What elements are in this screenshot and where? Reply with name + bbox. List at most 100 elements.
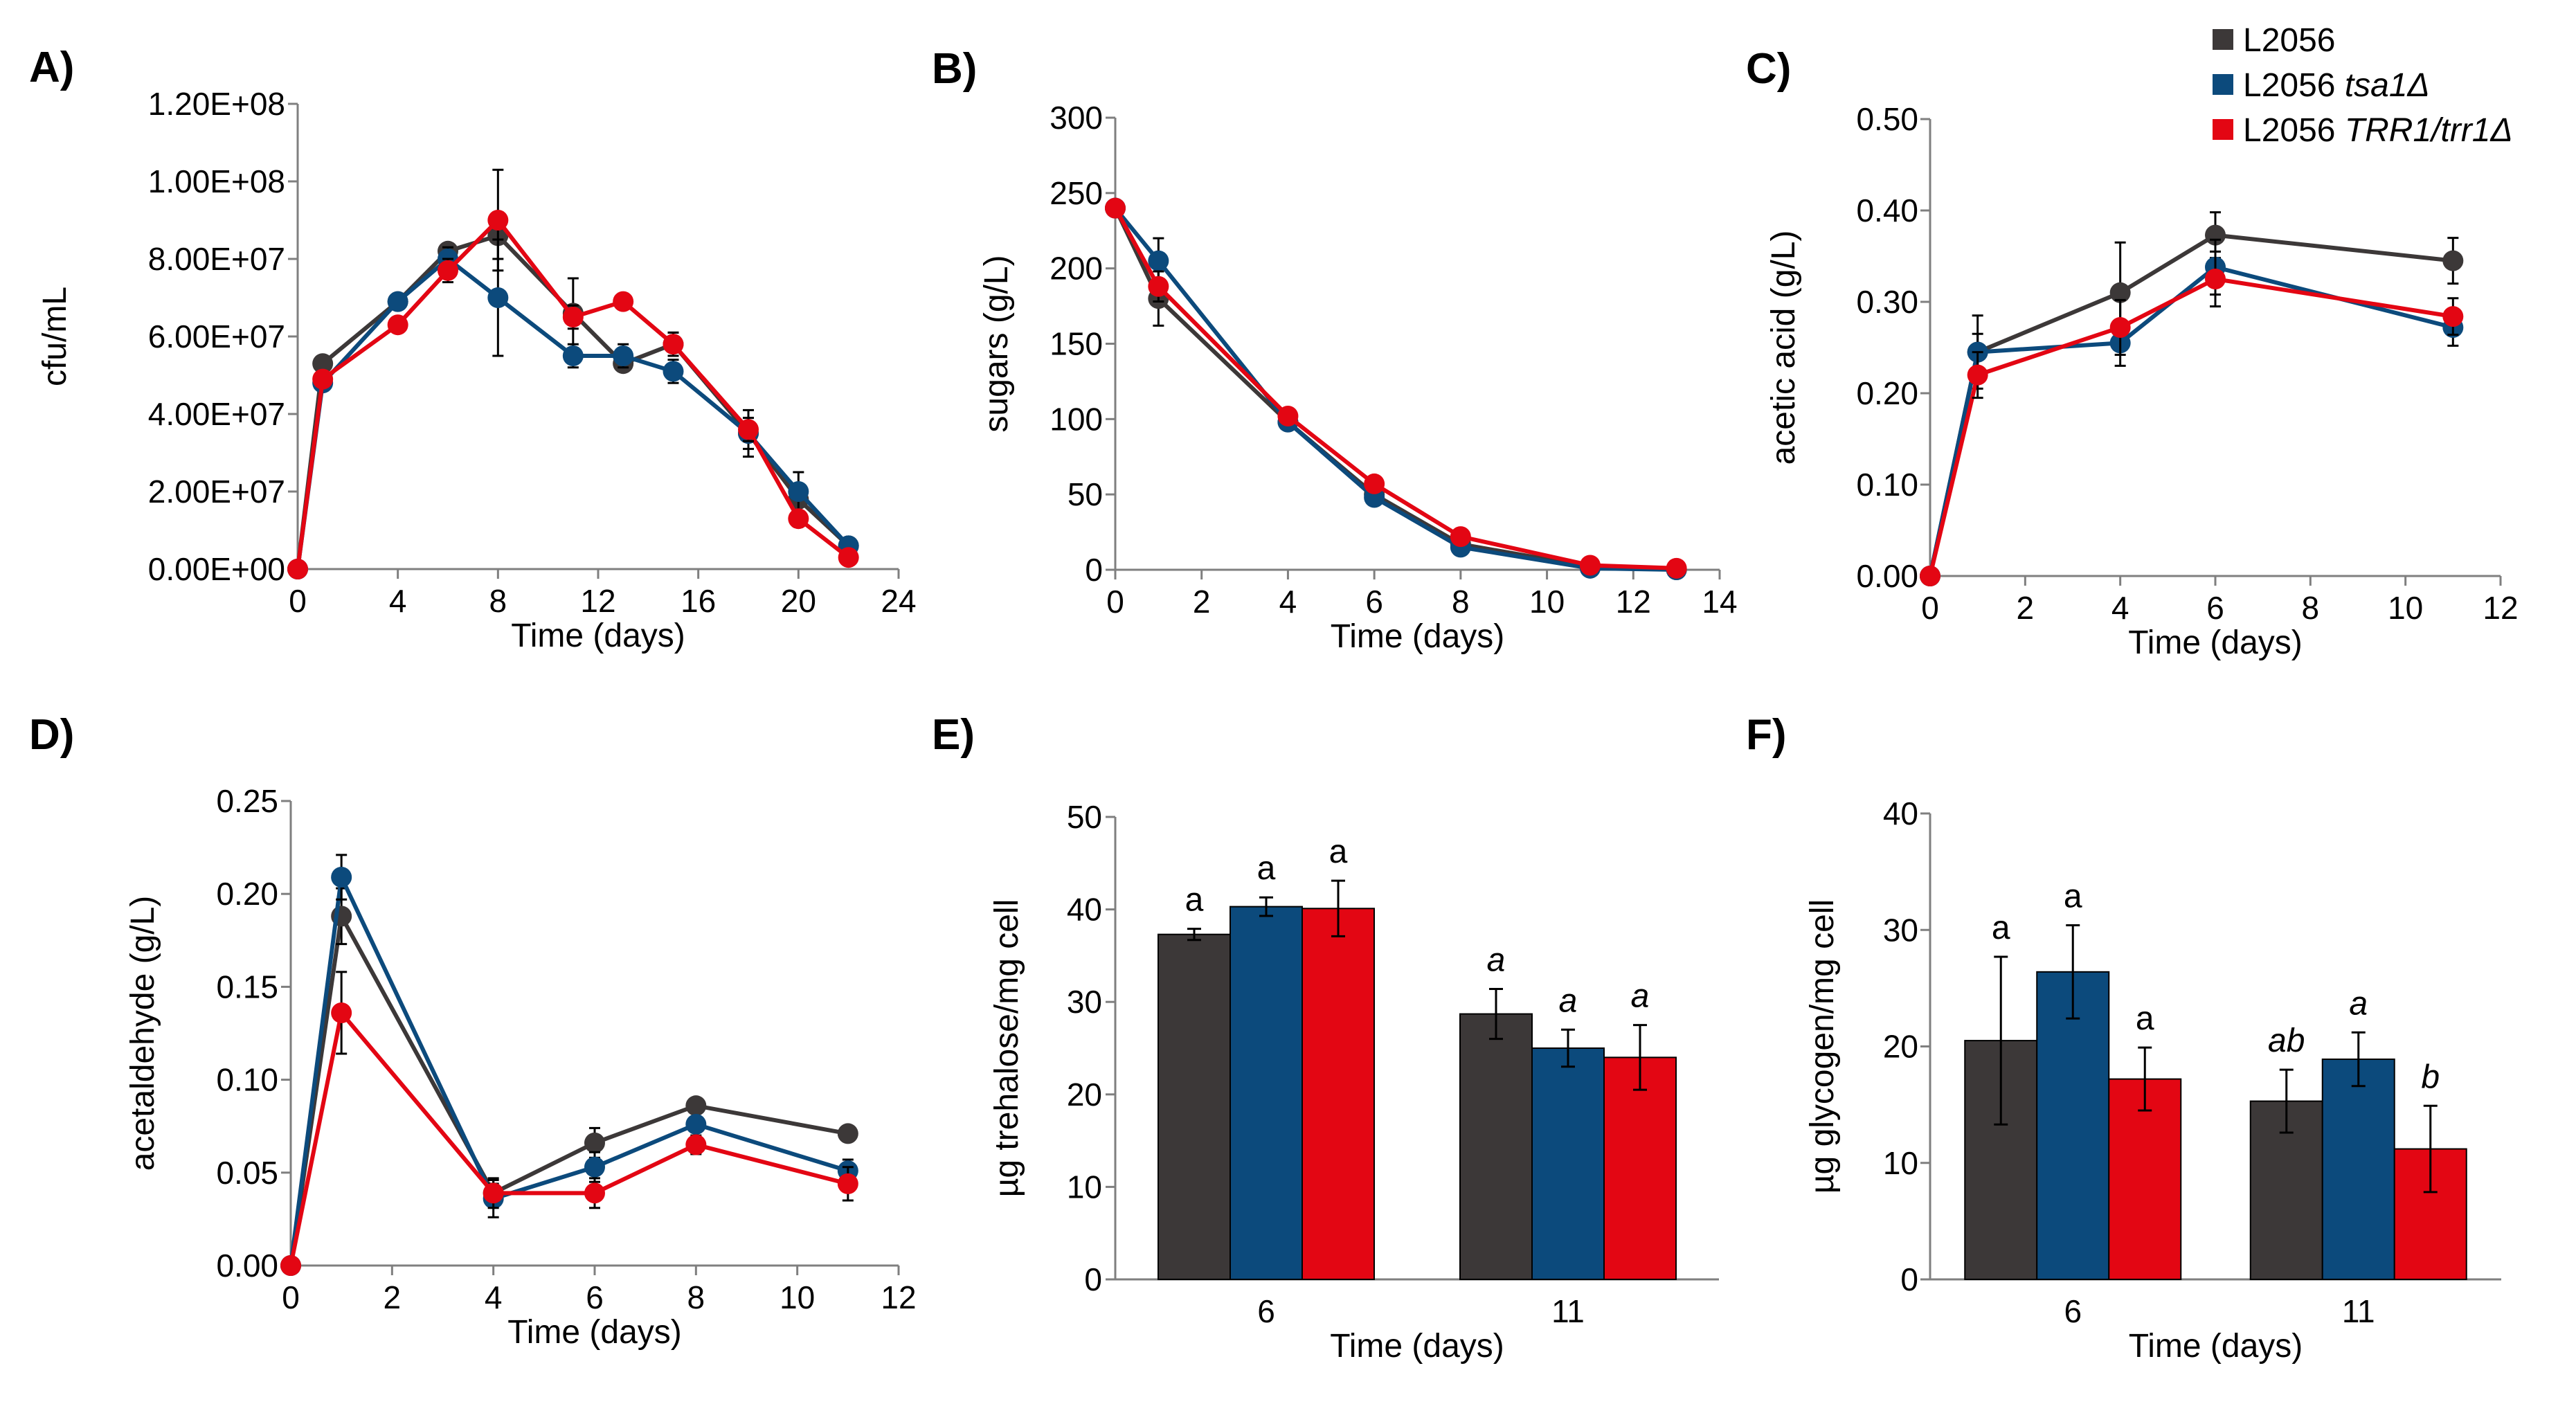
y-tick-label: 0.10 (1856, 467, 1918, 503)
y-tick-label: 0.00 (216, 1248, 278, 1284)
significance-label: b (2421, 1059, 2440, 1095)
data-point (584, 1156, 605, 1178)
data-point (331, 1002, 352, 1023)
bar (1230, 906, 1303, 1281)
y-tick-label: 250 (1050, 175, 1103, 211)
y-axis-title: cfu/mL (37, 287, 73, 386)
significance-label: a (2136, 1000, 2154, 1037)
legend-item-l2056: L2056 (2213, 22, 2335, 59)
data-point (1148, 250, 1169, 271)
data-point (483, 1182, 504, 1204)
data-point (562, 307, 584, 327)
x-tick-label: 6 (1257, 1293, 1275, 1329)
series-3: ab (2108, 1000, 2467, 1281)
legend-swatch-trr1 (2213, 119, 2233, 140)
data-point (2205, 269, 2226, 289)
series-3 (287, 168, 859, 579)
data-point (562, 345, 584, 366)
y-tick-label: 0.15 (216, 969, 278, 1005)
x-tick-label: 0 (282, 1279, 300, 1315)
y-tick-label: 100 (1050, 401, 1103, 437)
significance-label: a (2349, 985, 2368, 1022)
y-tick-label: 0.30 (1856, 284, 1918, 320)
panel-label: C) (1746, 45, 1791, 93)
x-tick-label: 4 (389, 583, 407, 619)
x-tick-label: 6 (2064, 1293, 2082, 1329)
data-point (312, 368, 334, 390)
y-tick-label: 20 (1067, 1077, 1102, 1113)
significance-label: a (1992, 910, 2010, 946)
data-point (387, 291, 408, 312)
y-tick-label: 0.00 (1856, 558, 1918, 594)
data-point (2109, 316, 2131, 338)
y-tick-label: 300 (1050, 100, 1103, 136)
x-tick-label: 11 (2342, 1293, 2375, 1329)
y-tick-label: 0.50 (1856, 101, 1918, 137)
series-1 (280, 887, 858, 1276)
y-axis-title: µg trehalose/mg cell (989, 899, 1025, 1198)
data-point (584, 1132, 605, 1153)
y-tick-label: 0.10 (216, 1062, 278, 1098)
chart-panel-d: D) 0.00 0.05 0.10 0.15 0.20 0.25 acetaldehyde (… (29, 711, 917, 1351)
data-point (438, 260, 458, 281)
data-point (387, 314, 408, 336)
data-point (287, 559, 308, 579)
x-tick-label: 20 (781, 583, 816, 619)
y-tick-label: 6.00E+07 (148, 318, 285, 354)
x-tick-label: 8 (1452, 584, 1470, 620)
y-tick-label: 0.00E+00 (148, 551, 285, 587)
significance-label: a (1487, 942, 1506, 978)
data-point (584, 1182, 605, 1204)
x-tick-label: 14 (1702, 584, 1737, 620)
y-tick-label: 0 (1084, 1261, 1102, 1297)
x-tick-label: 8 (2302, 590, 2320, 626)
series-3: aa (1301, 834, 1677, 1281)
data-point (613, 345, 634, 366)
x-tick-label: 0 (1106, 584, 1124, 620)
x-axis-title: Time (days) (511, 618, 685, 654)
data-point (685, 1114, 707, 1135)
x-tick-label: 0 (289, 583, 307, 619)
y-tick-label: 1.20E+08 (148, 86, 285, 122)
legend-label-l2056: L2056 (2243, 22, 2335, 59)
data-point (663, 334, 684, 355)
data-point (1105, 197, 1126, 219)
y-tick-label: 20 (1883, 1029, 1918, 1065)
data-point (1148, 276, 1169, 297)
x-tick-label: 12 (580, 583, 615, 619)
x-axis-title: Time (days) (2129, 1328, 2303, 1365)
series-line (296, 217, 850, 570)
series-line (1113, 207, 1677, 570)
x-axis-title: Time (days) (1330, 1328, 1504, 1365)
data-point (613, 291, 634, 312)
significance-label: a (1329, 834, 1348, 870)
significance-label: a (1631, 978, 1650, 1015)
series-2: aa (2036, 879, 2395, 1280)
y-tick-label: 4.00E+07 (148, 396, 285, 432)
data-point (663, 361, 684, 382)
significance-label: a (2064, 879, 2082, 915)
significance-label: a (1559, 982, 1578, 1019)
chart-panel-a: A) 0.00E+00 2.00E+07 4.00E+07 6.00E+07 8.00E+… (29, 44, 917, 654)
series-2 (1105, 197, 1687, 580)
y-tick-label: 0 (1900, 1261, 1918, 1297)
x-tick-label: 10 (2388, 590, 2423, 626)
legend-label-tsa1: L2056 tsa1Δ (2243, 67, 2430, 104)
bar (1603, 1056, 1677, 1280)
significance-label: a (1257, 850, 1276, 887)
y-axis-title: acetaldehyde (g/L) (125, 896, 161, 1171)
series-line (1928, 276, 2453, 577)
bar (1158, 933, 1231, 1280)
data-point (1920, 566, 1940, 586)
panel-label: A) (29, 44, 74, 91)
data-point (1967, 364, 1988, 386)
y-tick-label: 0.20 (1856, 375, 1918, 411)
bar (2321, 1059, 2395, 1280)
x-tick-label: 4 (2111, 590, 2129, 626)
data-point (837, 1173, 858, 1194)
x-tick-label: 10 (780, 1279, 815, 1315)
y-tick-label: 0 (1085, 552, 1103, 588)
y-tick-label: 0.20 (216, 876, 278, 912)
data-point (685, 1095, 707, 1117)
